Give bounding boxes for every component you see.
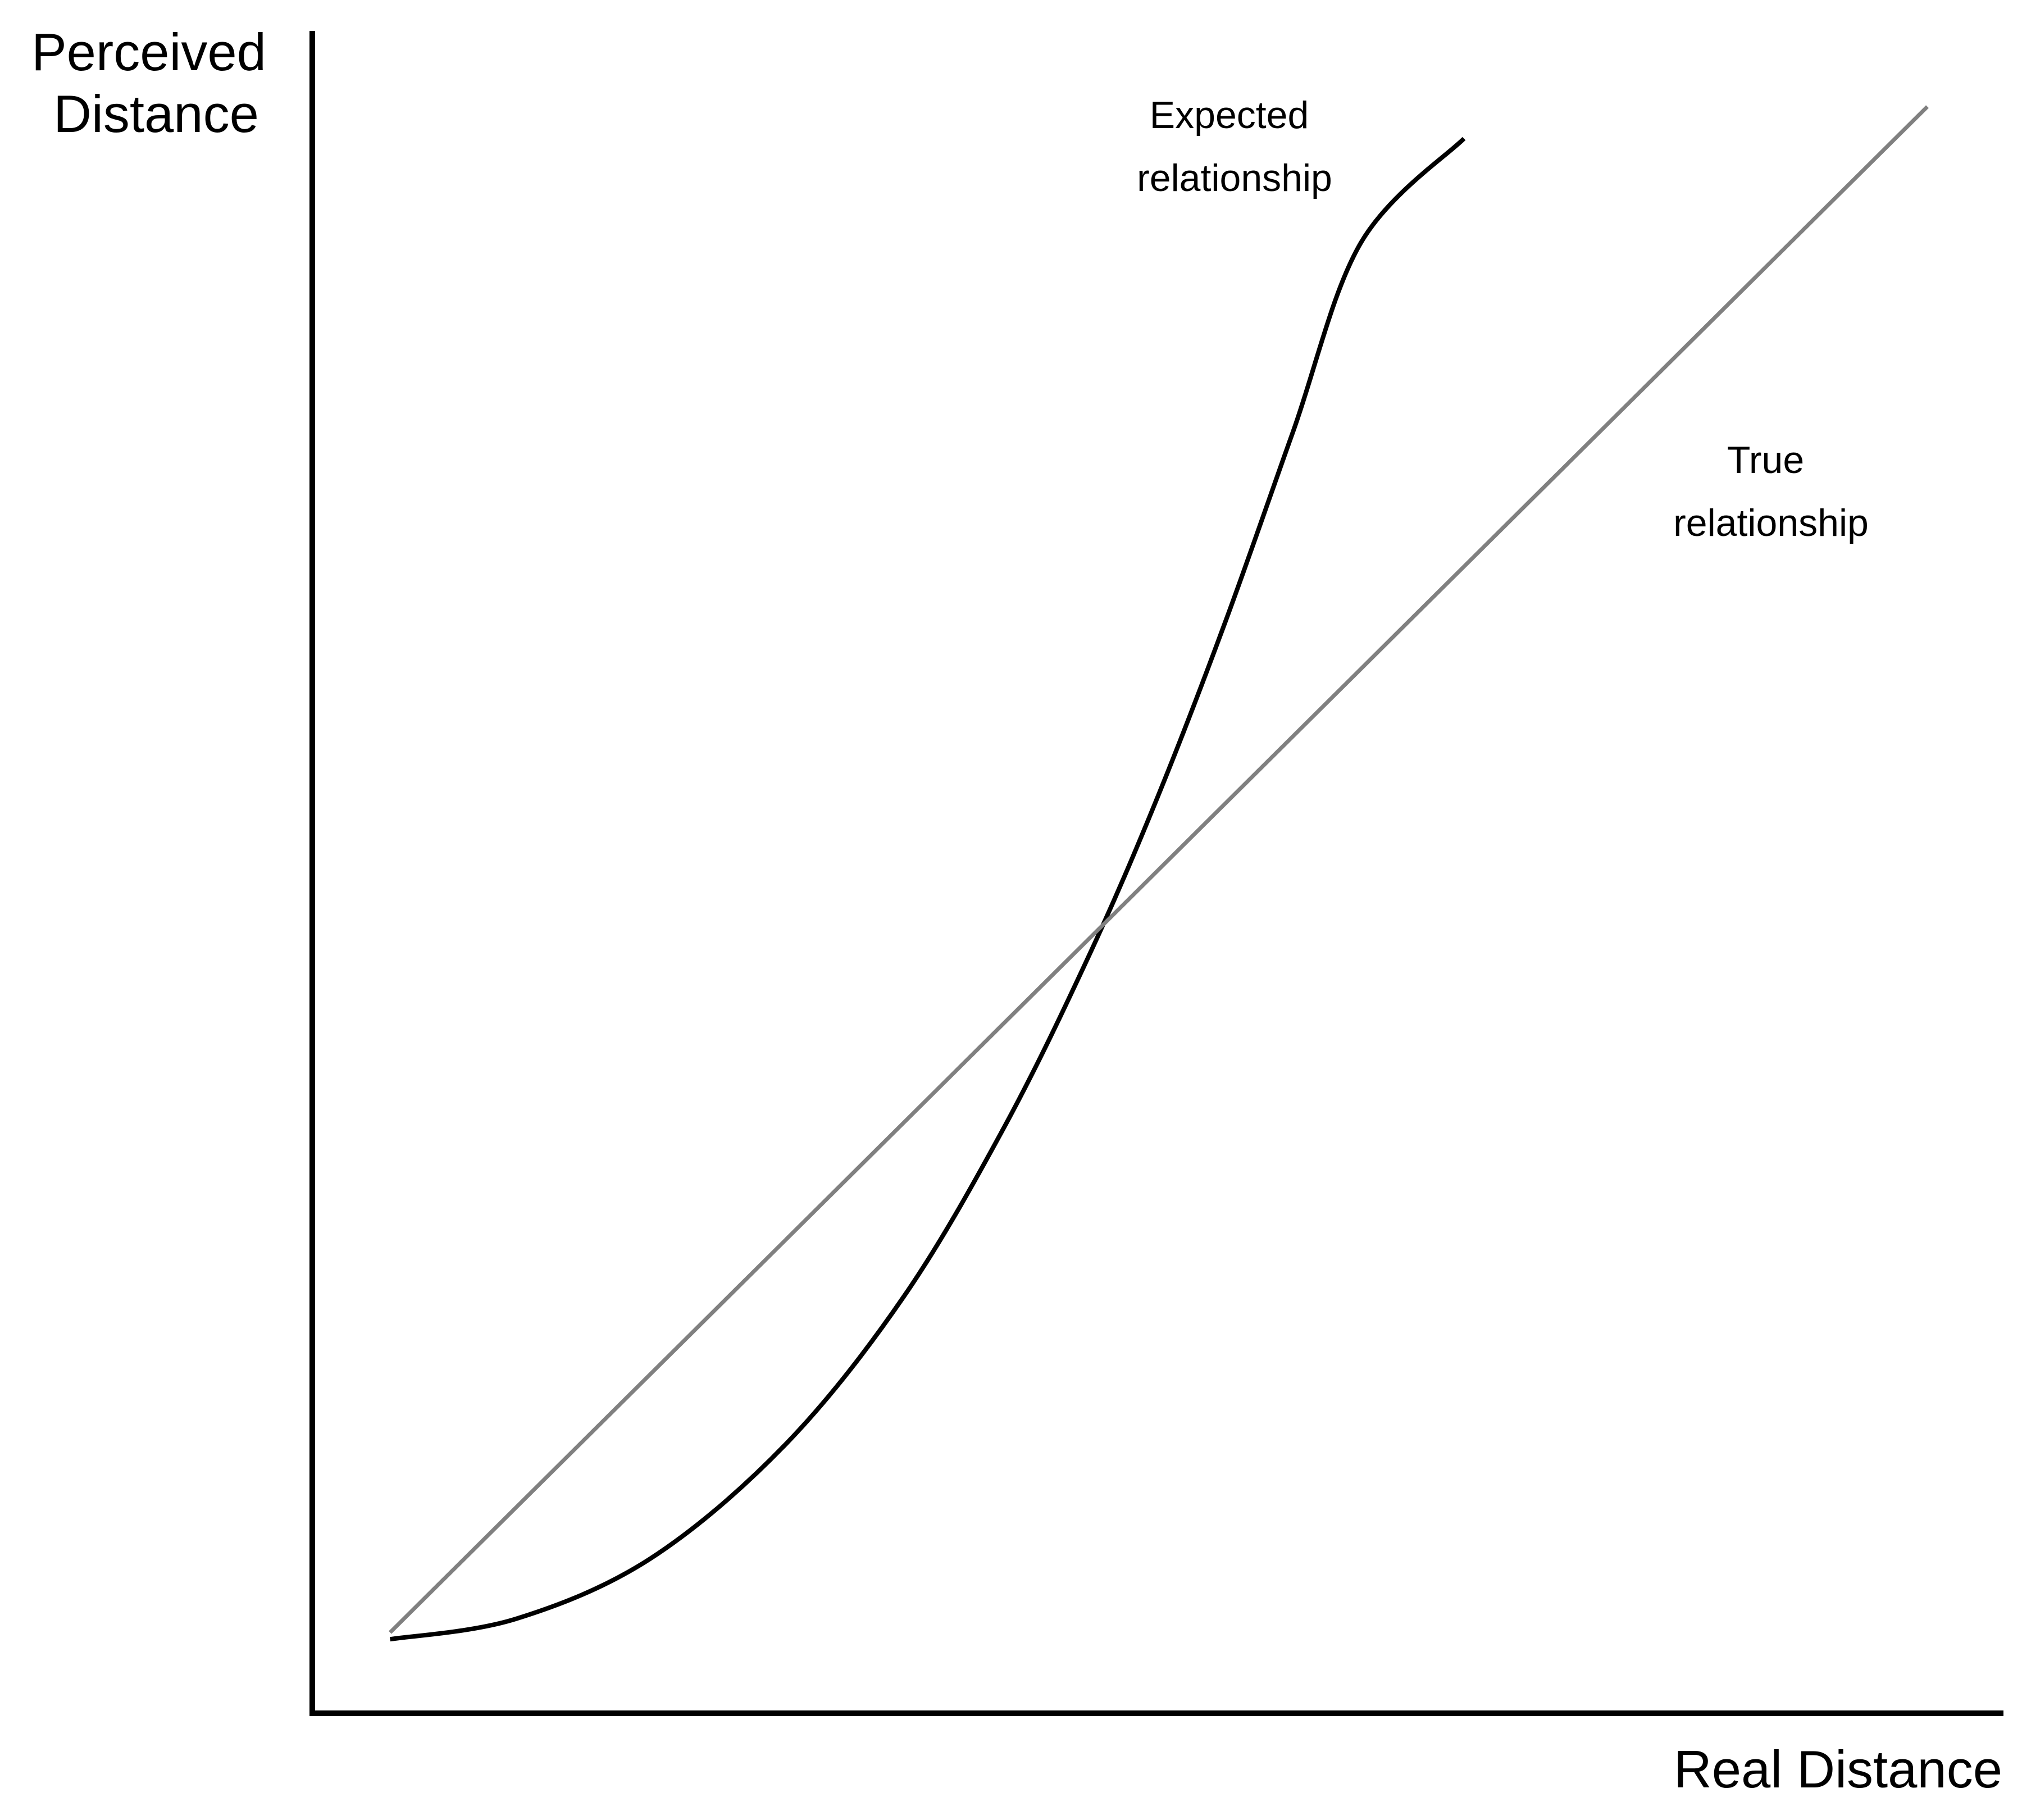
expected-label-line-1: Expected: [1150, 94, 1309, 136]
true-relationship-label: True relationship: [1673, 439, 1869, 544]
expected-label-line-2: relationship: [1137, 157, 1332, 199]
true-label-line-1: True: [1727, 439, 1804, 481]
expected-relationship-label: Expected relationship: [1137, 94, 1332, 199]
y-axis-title-line-1: Perceived: [31, 22, 266, 81]
y-axis-title-line-2: Distance: [53, 84, 259, 143]
series-expected-line: [390, 139, 1464, 1640]
x-axis-title: Real Distance: [1674, 1740, 2002, 1799]
series-true-line: [390, 107, 1928, 1632]
y-axis-title: Perceived Distance: [31, 22, 281, 143]
true-label-line-2: relationship: [1673, 502, 1869, 544]
